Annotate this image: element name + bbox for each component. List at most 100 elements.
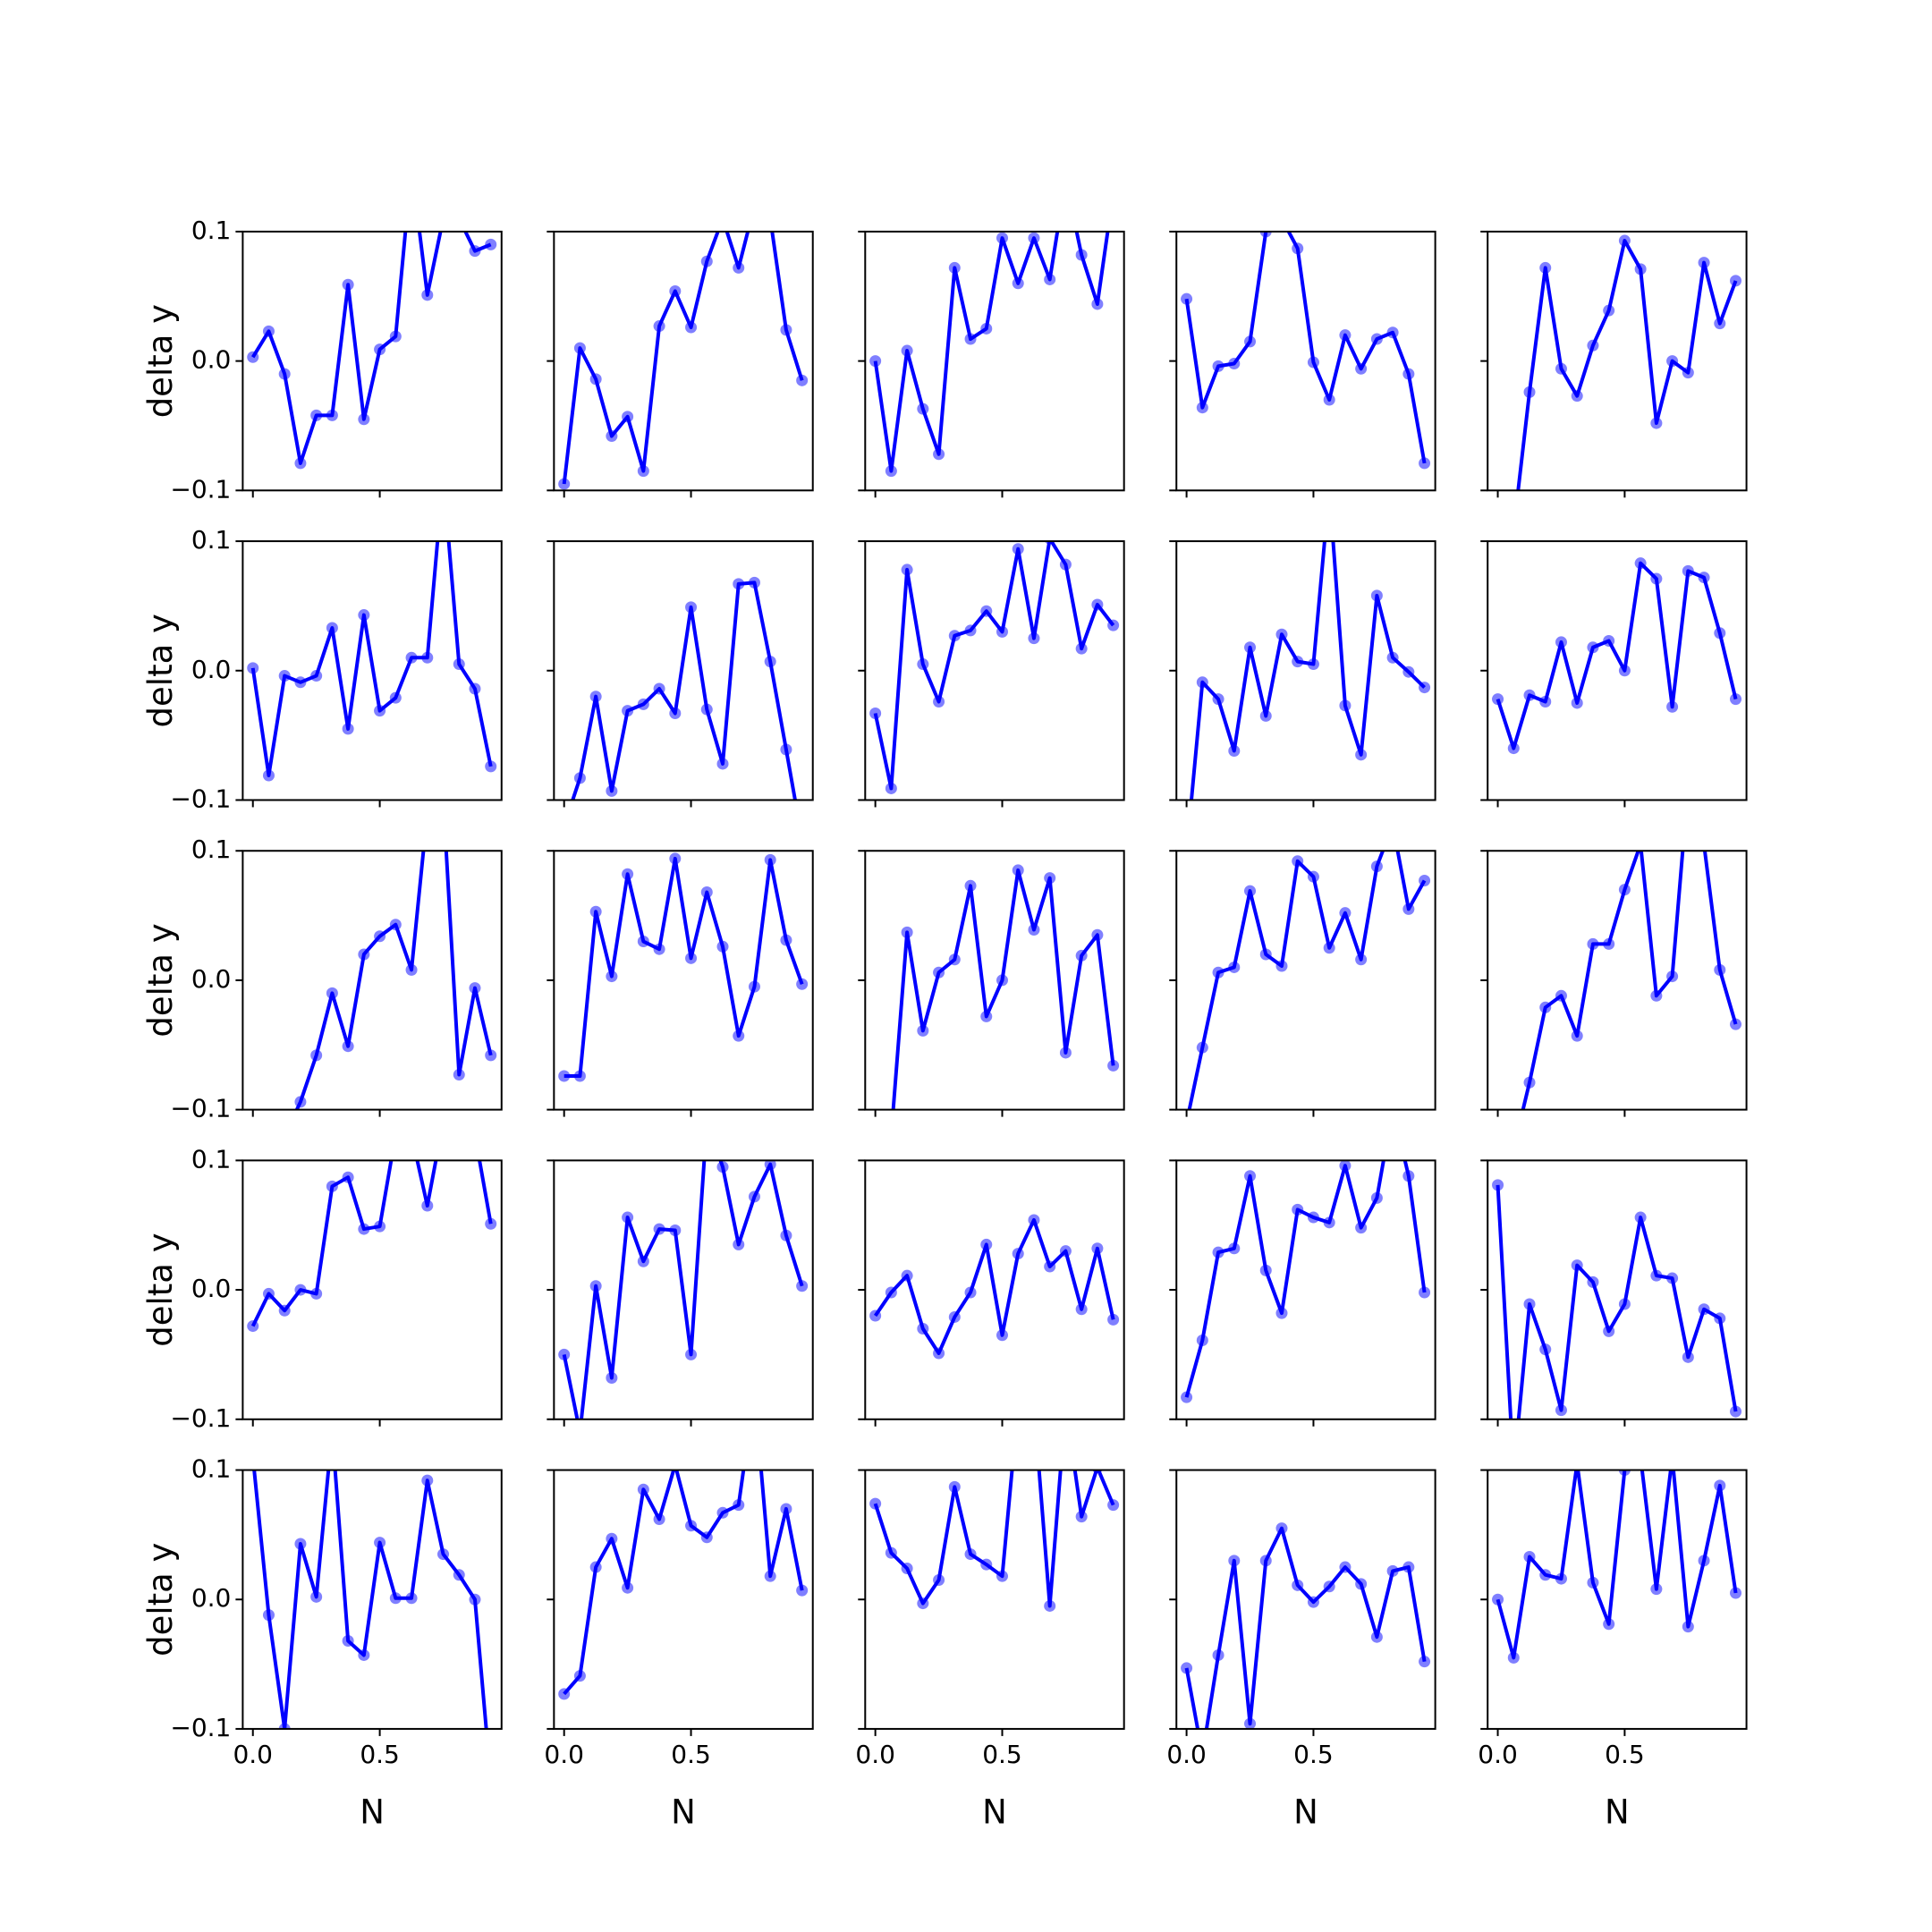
data-line <box>1496 561 1738 750</box>
data-point <box>637 1255 649 1267</box>
data-point <box>1555 989 1567 1002</box>
data-point <box>1634 557 1647 570</box>
data-point <box>1666 1272 1679 1284</box>
data-point <box>1323 1216 1335 1229</box>
data-point <box>964 1548 977 1561</box>
data-point <box>1699 838 1710 850</box>
data-line <box>571 580 797 801</box>
data-point <box>1603 1618 1615 1631</box>
data-point <box>1587 1275 1599 1288</box>
data-point <box>1212 1246 1224 1258</box>
x-tick-label: 0.0 <box>1478 1740 1518 1769</box>
data-point <box>389 691 402 704</box>
data-point <box>342 723 354 735</box>
data-point <box>933 695 945 708</box>
data-line <box>1496 1184 1738 1419</box>
data-point <box>996 1329 1008 1342</box>
data-point <box>1044 1599 1056 1612</box>
x-tick-label: 0.5 <box>982 1740 1022 1769</box>
data-point <box>1370 1191 1383 1204</box>
data-point <box>1386 326 1399 339</box>
data-point <box>1508 1465 1520 1477</box>
data-point <box>1539 1569 1552 1581</box>
subplot <box>858 230 1125 498</box>
data-point <box>869 1497 882 1510</box>
subplot: 0.0 0.5 N <box>1166 1469 1436 1831</box>
data-point <box>326 409 338 421</box>
subplot <box>858 1159 1125 1427</box>
data-point <box>1587 937 1599 950</box>
data-point <box>622 1581 634 1594</box>
data-point <box>764 853 776 866</box>
data-point <box>1634 263 1647 275</box>
data-point <box>869 708 882 720</box>
data-point <box>390 1129 402 1140</box>
data-point <box>980 1010 993 1022</box>
data-point <box>1196 402 1208 414</box>
y-tick-label: 0.0 <box>191 1274 232 1303</box>
data-point <box>933 448 945 461</box>
axes-frame <box>1175 1159 1436 1420</box>
data-point <box>1492 1593 1504 1606</box>
axes-frame <box>553 230 814 492</box>
data-point <box>1259 231 1272 238</box>
data-point <box>421 289 434 301</box>
data-point <box>1650 989 1663 1002</box>
data-line <box>1496 1470 1738 1660</box>
data-point <box>980 1558 993 1571</box>
data-point <box>1323 942 1335 954</box>
data-point <box>294 457 307 470</box>
data-point <box>996 625 1008 638</box>
data-point <box>1635 1452 1647 1463</box>
data-point <box>637 465 649 478</box>
data-point <box>374 343 386 356</box>
data-point <box>622 411 634 423</box>
data-point <box>1571 1259 1583 1272</box>
data-point <box>1339 329 1352 342</box>
data-point <box>1618 1298 1631 1310</box>
data-point <box>405 651 418 664</box>
data-point <box>701 1115 713 1127</box>
axes-frame <box>1487 1469 1748 1730</box>
data-point <box>700 886 713 899</box>
data-point <box>1075 1303 1088 1316</box>
data-point <box>326 987 338 999</box>
data-point <box>622 868 634 880</box>
data-point <box>1492 1168 1504 1180</box>
data-point <box>485 1775 496 1786</box>
x-tick-label: 0.0 <box>233 1740 273 1769</box>
data-point <box>437 1115 449 1127</box>
axes-frame <box>1487 1159 1748 1420</box>
data-point <box>1650 1583 1663 1596</box>
data-point <box>1228 744 1241 757</box>
data-point <box>1682 564 1694 577</box>
data-point <box>262 325 275 337</box>
data-point <box>700 703 713 716</box>
x-tick-label: 0.0 <box>855 1740 895 1769</box>
data-point <box>1402 1170 1415 1182</box>
subplot <box>1480 230 1748 498</box>
data-point <box>1323 394 1335 406</box>
data-point <box>1419 1656 1431 1668</box>
data-point <box>1572 1458 1583 1470</box>
data-point <box>1012 1248 1024 1260</box>
data-point <box>278 1304 291 1317</box>
data-point <box>1181 846 1192 858</box>
data-line <box>564 856 804 1078</box>
data-point <box>326 622 338 634</box>
data-point <box>1244 1717 1257 1729</box>
data-point <box>1059 1046 1072 1059</box>
data-point <box>685 952 698 964</box>
data-point <box>948 261 961 274</box>
data-point <box>358 1648 370 1661</box>
data-point <box>1044 1260 1056 1273</box>
data-point <box>558 1688 571 1700</box>
data-point <box>748 1191 760 1203</box>
data-point <box>1603 937 1615 950</box>
data-point <box>1386 651 1399 664</box>
data-point <box>558 1070 571 1082</box>
data-point <box>637 936 649 948</box>
data-point <box>1355 1578 1368 1590</box>
